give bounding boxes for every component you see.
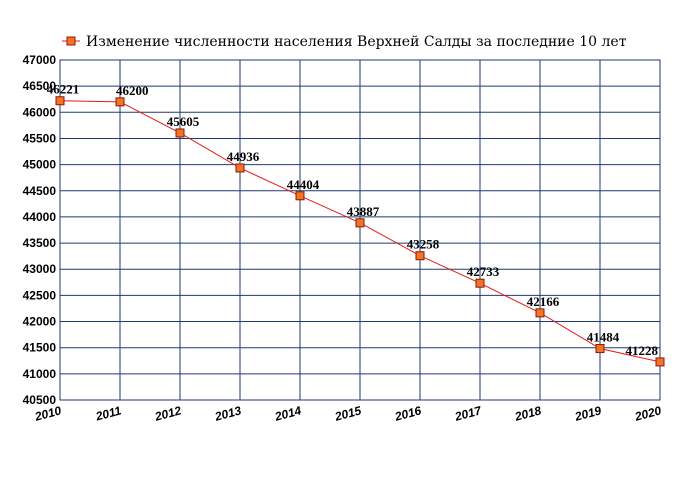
data-point [355,218,365,228]
data-label: 42733 [467,264,500,279]
y-tick-label: 46000 [23,105,57,119]
data-label: 44936 [227,149,260,164]
x-tick-label: 2016 [392,403,423,424]
data-label: 45605 [167,114,200,129]
data-point [475,278,485,288]
series-population [55,96,665,367]
y-tick-label: 42500 [23,288,57,302]
data-point [115,97,125,107]
y-axis-ticks: 40500 41000 41500 42000 42500 43000 43500 44000… [23,53,57,407]
legend: Изменение численности населения Верхней … [62,34,627,50]
data-label: 46221 [47,82,80,97]
y-tick-label: 45500 [23,131,57,145]
x-tick-label: 2017 [452,403,484,424]
data-point [235,163,245,173]
data-label: 41228 [626,343,659,358]
data-point [295,191,305,201]
y-tick-label: 45000 [23,158,57,172]
data-labels: 46221 46200 45605 44936 44404 43887 43258 42733… [47,82,659,358]
data-point [595,344,605,354]
x-tick-label: 2013 [212,403,243,424]
data-point [175,128,185,138]
data-point [535,308,545,318]
data-label: 43887 [347,204,380,219]
data-point [655,357,665,367]
x-tick-label: 2015 [332,403,363,424]
x-tick-label: 2014 [272,403,303,424]
data-point [415,251,425,261]
y-tick-label: 41000 [23,367,57,381]
y-tick-label: 40500 [23,393,57,407]
grid [59,59,661,401]
x-axis-ticks: 2010 2011 2012 2013 2014 2015 2016 2017 2018 2019… [32,403,663,424]
data-label: 46200 [116,83,149,98]
legend-label: Изменение численности населения Верхней … [86,34,627,50]
y-tick-label: 42000 [23,315,57,329]
x-tick-label: 2018 [512,403,543,424]
y-tick-label: 43000 [23,262,57,276]
x-tick-label: 2020 [632,403,663,424]
y-tick-label: 46500 [23,79,57,93]
y-tick-label: 47000 [23,53,57,67]
x-tick-label: 2012 [152,403,183,424]
y-tick-label: 43500 [23,236,57,250]
y-tick-label: 44500 [23,184,57,198]
x-tick-label: 2019 [572,403,603,424]
x-tick-label: 2011 [93,403,123,424]
data-label: 44404 [287,177,320,192]
data-label: 43258 [407,237,440,252]
data-label: 41484 [587,330,620,345]
data-label: 42166 [527,294,560,309]
data-point [55,96,65,106]
legend-marker [66,36,76,46]
y-tick-label: 41500 [23,341,57,355]
y-tick-label: 44000 [23,210,57,224]
